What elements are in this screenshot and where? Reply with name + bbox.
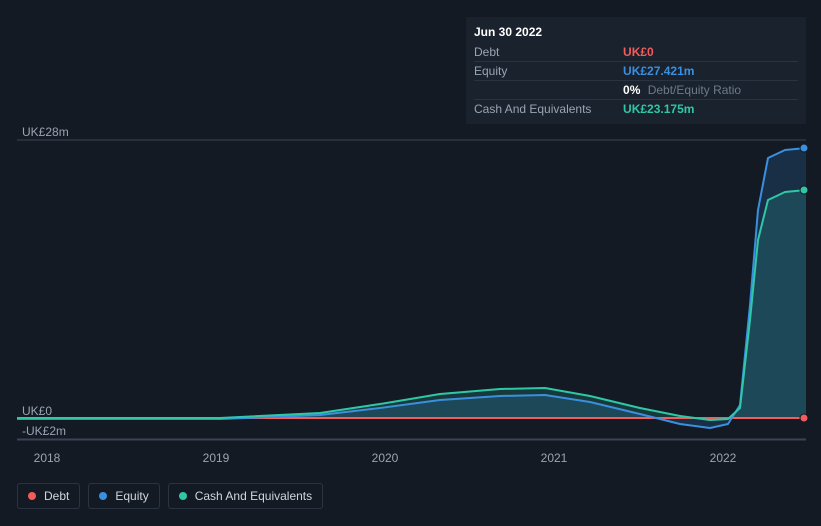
tooltip-date: Jun 30 2022 [474,23,798,43]
tooltip-row-label: Debt [474,43,623,62]
legend-item-debt[interactable]: Debt [17,483,80,509]
legend-item-equity[interactable]: Equity [88,483,159,509]
legend-dot-icon [179,492,187,500]
tooltip-row-value: UK£0 [623,43,798,62]
tooltip-row-label [474,81,623,100]
series-end-marker [800,186,808,194]
legend-dot-icon [28,492,36,500]
x-axis-tick-label: 2019 [203,451,230,465]
tooltip-row-label: Equity [474,62,623,81]
series-line-equity [17,148,806,428]
series-end-marker [800,144,808,152]
legend-dot-icon [99,492,107,500]
tooltip-row-value: UK£23.175m [623,100,798,119]
tooltip-row: 0% Debt/Equity Ratio [474,81,798,100]
tooltip-row-value: 0% Debt/Equity Ratio [623,81,798,100]
y-axis-tick-label: UK£0 [22,404,52,418]
chart-tooltip: Jun 30 2022 DebtUK£0EquityUK£27.421m0% D… [466,17,806,124]
tooltip-row-label: Cash And Equivalents [474,100,623,119]
tooltip-row-value: UK£27.421m [623,62,798,81]
y-axis-tick-label: -UK£2m [22,424,66,438]
chart-container: UK£28m UK£0 -UK£2m 2018 2019 2020 2021 2022 Ju… [0,0,821,526]
x-axis-tick-label: 2021 [541,451,568,465]
x-axis-tick-label: 2022 [710,451,737,465]
tooltip-table: DebtUK£0EquityUK£27.421m0% Debt/Equity R… [474,43,798,118]
x-axis-tick-label: 2018 [34,451,61,465]
legend-item-label: Debt [44,489,69,503]
legend-item-label: Equity [115,489,148,503]
legend-item-label: Cash And Equivalents [195,489,312,503]
tooltip-row: Cash And EquivalentsUK£23.175m [474,100,798,119]
legend-item-cash[interactable]: Cash And Equivalents [168,483,323,509]
series-area-equity [17,148,806,428]
series-area-cash-and-equivalents [17,190,806,420]
x-axis-tick-label: 2020 [372,451,399,465]
chart-legend: Debt Equity Cash And Equivalents [17,483,323,509]
tooltip-row: DebtUK£0 [474,43,798,62]
series-line-cash-and-equivalents [17,190,806,420]
tooltip-row: EquityUK£27.421m [474,62,798,81]
series-end-marker [800,414,808,422]
y-axis-tick-label: UK£28m [22,125,69,139]
